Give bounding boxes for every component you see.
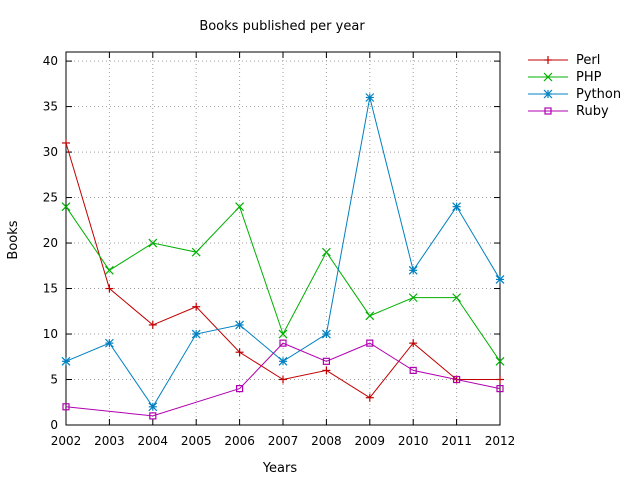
legend: Perl PHP Python Ruby (528, 53, 621, 119)
data-point (62, 138, 70, 147)
legend-item-php: PHP (528, 70, 602, 85)
data-point (235, 348, 244, 357)
data-point (279, 375, 287, 384)
data-point (321, 247, 331, 257)
x-tick-label: 2009 (355, 434, 386, 448)
x-tick-label: 2010 (398, 434, 429, 448)
y-tick-label: 15 (43, 282, 58, 296)
y-axis-label: Books (6, 220, 21, 259)
data-point (408, 265, 418, 275)
data-point (544, 107, 552, 115)
y-tick-label: 35 (43, 100, 58, 114)
x-tick-label: 2012 (485, 434, 516, 448)
y-tick-label: 10 (43, 327, 58, 341)
legend-item-python: Python (528, 87, 621, 102)
data-point (453, 375, 461, 384)
data-point (365, 311, 375, 321)
legend-label: PHP (576, 70, 602, 85)
data-point (278, 329, 288, 339)
x-tick-label: 2004 (138, 434, 169, 448)
data-point (543, 72, 553, 82)
legend-label: Perl (576, 53, 600, 68)
data-point (322, 357, 330, 365)
data-point (61, 202, 71, 212)
x-tick-label: 2003 (94, 434, 125, 448)
data-point (495, 275, 505, 284)
data-point (61, 356, 71, 366)
y-tick-label: 20 (43, 236, 58, 250)
data-point (148, 238, 158, 248)
data-point (104, 338, 114, 348)
series-ruby (62, 339, 504, 420)
data-point (409, 366, 417, 375)
series-line-php (65, 205, 501, 362)
x-axis-label: Years (262, 461, 298, 476)
data-point (236, 385, 244, 393)
data-point (452, 293, 462, 303)
data-point (496, 375, 504, 384)
data-point (104, 265, 114, 275)
x-tick-label: 2006 (224, 434, 255, 448)
series-python (61, 93, 505, 412)
data-point (278, 356, 288, 366)
data-point (496, 385, 504, 393)
legend-label: Ruby (576, 104, 609, 119)
data-point (543, 89, 553, 99)
data-point (191, 329, 201, 339)
data-point (495, 356, 505, 366)
data-point (321, 329, 331, 339)
data-point (191, 247, 201, 257)
data-point (322, 366, 331, 375)
data-point (409, 339, 418, 348)
data-point (365, 393, 374, 402)
series-perl (62, 138, 504, 402)
data-point (62, 403, 70, 411)
legend-label: Python (576, 87, 621, 102)
plot-frame (65, 51, 501, 426)
x-tick-label: 2002 (51, 434, 82, 448)
y-tick-label: 25 (43, 191, 58, 205)
data-point (235, 202, 245, 212)
x-tick-label: 2011 (441, 434, 472, 448)
data-point (192, 302, 201, 311)
series-group (61, 93, 505, 420)
legend-item-perl: Perl (528, 53, 600, 68)
axis-ticks: 0 5 10 15 20 25 30 35 40 2002 2003 2004 2005 2006 2007… (43, 52, 516, 448)
legend-item-ruby: Ruby (528, 104, 609, 119)
x-tick-label: 2007 (268, 434, 299, 448)
data-point (148, 402, 158, 412)
y-tick-label: 5 (50, 373, 58, 387)
y-tick-label: 40 (43, 54, 58, 68)
data-point (366, 339, 374, 347)
y-tick-label: 0 (50, 418, 58, 432)
data-point (148, 320, 157, 329)
data-point (235, 320, 245, 330)
data-point (408, 293, 418, 303)
chart-title: Books published per year (199, 19, 365, 34)
data-point (279, 339, 287, 347)
data-point (149, 412, 157, 420)
data-point (365, 93, 375, 102)
series-php (61, 202, 505, 366)
data-point (544, 56, 552, 64)
data-point (105, 284, 114, 293)
y-tick-label: 30 (43, 145, 58, 159)
x-tick-label: 2008 (311, 434, 342, 448)
x-tick-label: 2005 (181, 434, 212, 448)
series-line-ruby (65, 342, 501, 417)
data-point (452, 202, 462, 212)
